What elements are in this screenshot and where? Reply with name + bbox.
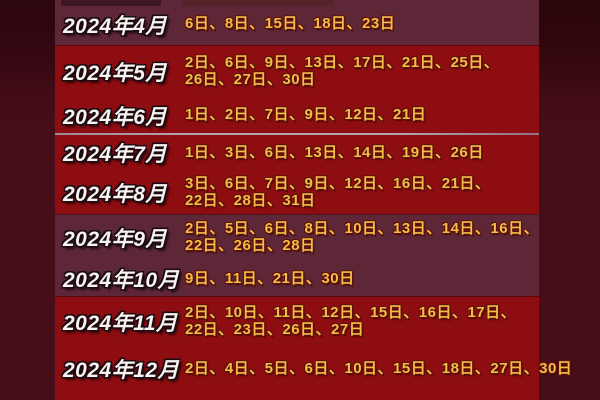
calendar-band: 2024年7月 1日、3日、6日、13日、14日、19日、26日 2024年8月… <box>55 135 539 214</box>
date-list-line: 9日、11日、21日、30日 <box>185 269 355 287</box>
month-label: 2024年12月 <box>63 359 180 382</box>
date-list-line: 2日、10日、11日、12日、15日、16日、17日、 <box>185 304 517 322</box>
date-list-line: 2日、4日、5日、6日、10日、15日、18日、27日、30日 <box>185 359 573 377</box>
date-list-line: 22日、23日、26日、27日 <box>185 321 365 338</box>
date-list: 2日、4日、5日、6日、10日、15日、18日、27日、30日 <box>185 359 573 378</box>
date-list-line: 1日、2日、7日、9日、12日、21日 <box>185 106 427 124</box>
date-list-line: 22日、28日、31日 <box>185 191 316 209</box>
date-list-line: 2日、5日、6日、8日、10日、13日、14日、16日、 <box>185 220 540 238</box>
date-list: 2日、6日、9日、13日、17日、21日、25日、 26日、27日、30日 <box>185 53 500 89</box>
month-label: 2024年11月 <box>63 312 178 335</box>
calendar-band: 2024年9月 2日、5日、6日、8日、10日、13日、14日、16日、 22日、… <box>55 214 539 296</box>
month-label: 2024年4月 <box>63 14 167 38</box>
left-margin <box>0 0 55 400</box>
month-label: 2024年10月 <box>63 269 180 292</box>
date-list-line: 6日、8日、15日、18日、23日 <box>185 15 396 33</box>
date-list: 2日、5日、6日、8日、10日、13日、14日、16日、 22日、26日、28日 <box>185 220 540 255</box>
calendar-band: 2024年4月 6日、8日、15日、18日、23日 <box>55 0 539 45</box>
month-label: 2024年7月 <box>63 143 167 166</box>
calendar-band: 2024年5月 2日、6日、9日、13日、17日、21日、25日、 26日、27日… <box>55 45 539 133</box>
month-label: 2024年8月 <box>63 182 167 206</box>
month-label: 2024年5月 <box>63 61 167 85</box>
date-list: 3日、6日、7日、9日、12日、16日、21日、 22日、28日、31日 <box>185 174 491 210</box>
month-row: 2024年5月 2日、6日、9日、13日、17日、21日、25日、 26日、27日… <box>55 46 539 97</box>
date-list-line: 22日、26日、28日 <box>185 237 316 254</box>
month-row: 2024年6月 1日、2日、7日、9日、12日、21日 <box>55 97 539 134</box>
calendar-table: 2024年4月 6日、8日、15日、18日、23日 2024年5月 2日、6日、… <box>55 0 572 400</box>
date-list-line: 3日、6日、7日、9日、12日、16日、21日、 <box>185 174 491 192</box>
date-list: 2日、10日、11日、12日、15日、16日、17日、 22日、23日、26日、2… <box>185 304 517 339</box>
date-list: 1日、3日、6日、13日、14日、19日、26日 <box>185 143 484 162</box>
month-label: 2024年9月 <box>63 228 167 251</box>
month-row: 2024年8月 3日、6日、7日、9日、12日、16日、21日、 22日、28日、… <box>55 171 539 214</box>
right-margin <box>539 0 600 400</box>
calendar-band: 2024年11月 2日、10日、11日、12日、15日、16日、17日、 22日、… <box>55 296 572 400</box>
date-list: 6日、8日、15日、18日、23日 <box>185 15 396 33</box>
date-list-line: 1日、3日、6日、13日、14日、19日、26日 <box>185 143 484 161</box>
month-label: 2024年6月 <box>63 105 167 129</box>
month-row: 2024年7月 1日、3日、6日、13日、14日、19日、26日 <box>55 135 539 171</box>
month-row: 2024年11月 2日、10日、11日、12日、15日、16日、17日、 22日、… <box>55 297 539 347</box>
date-list-line: 26日、27日、30日 <box>185 70 316 88</box>
month-row: 2024年4月 6日、8日、15日、18日、23日 <box>55 0 539 44</box>
date-list: 1日、2日、7日、9日、12日、21日 <box>185 106 427 124</box>
date-list-line: 2日、6日、9日、13日、17日、21日、25日、 <box>185 53 500 71</box>
date-list: 9日、11日、21日、30日 <box>185 269 355 288</box>
month-row: 2024年10月 9日、11日、21日、30日 <box>55 261 539 297</box>
month-row: 2024年9月 2日、5日、6日、8日、10日、13日、14日、16日、 22日、… <box>55 215 539 261</box>
band-separator-line <box>55 133 539 135</box>
month-row: 2024年12月 2日、4日、5日、6日、10日、15日、18日、27日、30日 <box>55 347 572 391</box>
